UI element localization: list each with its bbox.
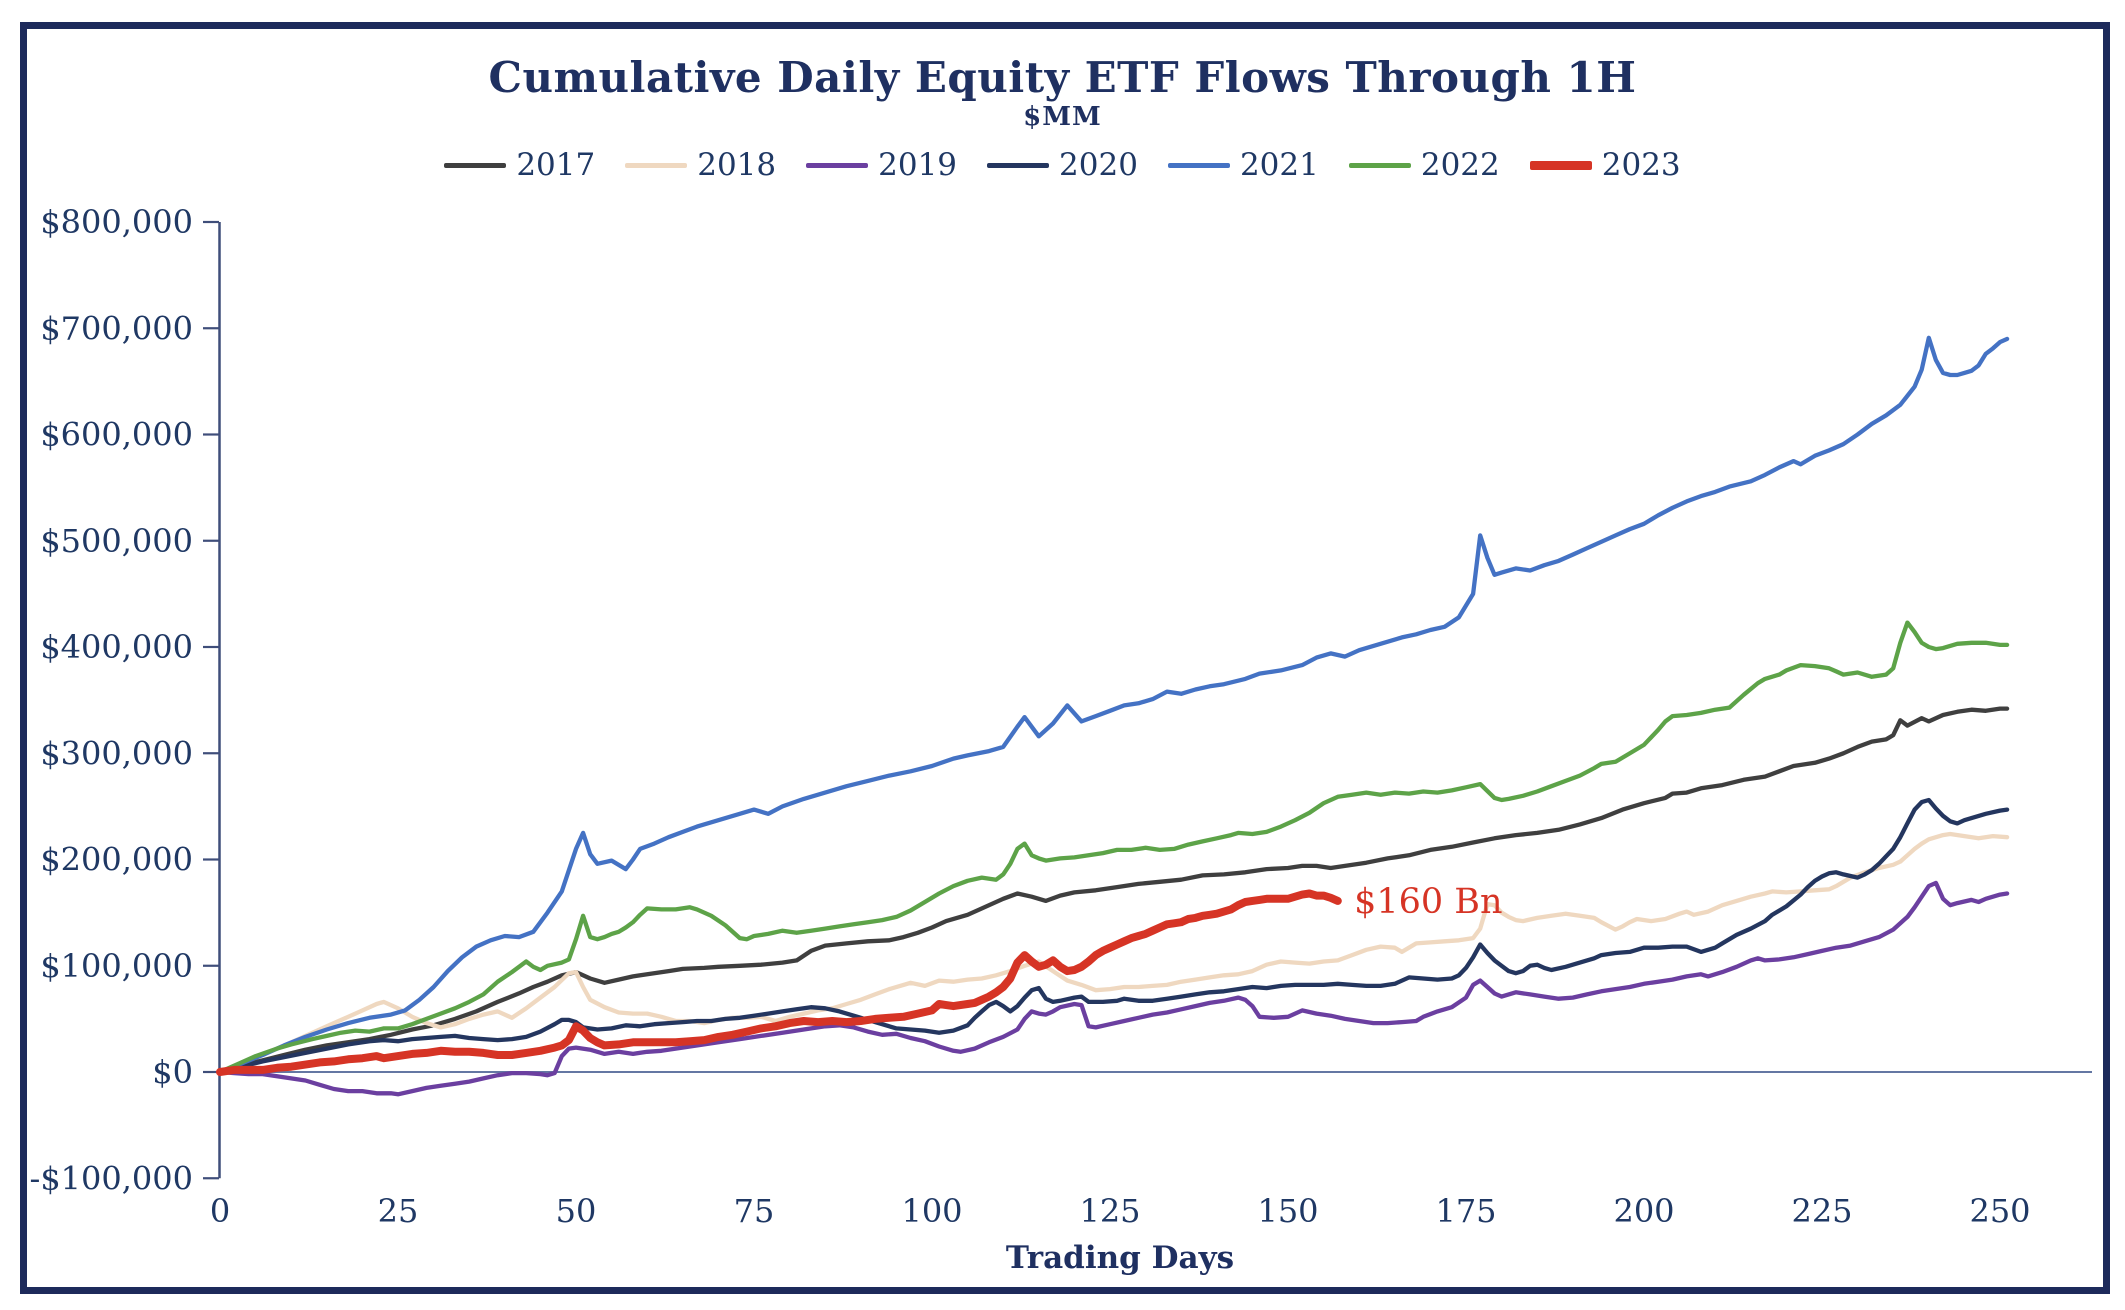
legend-label-2020: 2020: [1059, 147, 1138, 183]
legend-swatch-2020: [987, 163, 1050, 168]
annotation-160bn: $160 Bn: [1354, 882, 1502, 922]
legend-item-2022: 2022: [1348, 147, 1500, 183]
legend-item-2023: 2023: [1529, 147, 1681, 183]
legend-label-2017: 2017: [516, 147, 596, 183]
x-tick-label: 50: [556, 1192, 597, 1230]
series-line-2021: [217, 335, 2010, 1075]
x-tick-label: 100: [901, 1192, 962, 1230]
y-tick-label: $200,000: [40, 841, 193, 879]
y-tick-label: $0: [152, 1053, 193, 1091]
x-tick-label: 175: [1435, 1192, 1496, 1230]
series-line-2023: [216, 889, 1342, 1076]
legend-item-2018: 2018: [625, 150, 776, 181]
legend-label-2021: 2021: [1239, 147, 1319, 183]
x-tick-label: 200: [1613, 1192, 1674, 1230]
chart-subtitle: $MM: [1023, 102, 1102, 132]
y-tick-label: $500,000: [40, 522, 193, 560]
legend-swatch-2023: [1529, 161, 1592, 170]
y-tick-label: $300,000: [40, 734, 193, 772]
series-line-2022: [217, 620, 2010, 1075]
x-tick-label: 150: [1257, 1192, 1318, 1230]
series-line-2017: [217, 706, 2010, 1075]
x-tick-label: 250: [1969, 1192, 2030, 1230]
legend-swatch-2019: [806, 163, 869, 168]
legend-item-2020: 2020: [987, 150, 1138, 181]
series-line-2020: [217, 797, 2010, 1075]
legend-item-2019: 2019: [806, 150, 957, 181]
series-line-2019: [217, 880, 2010, 1097]
legend-swatch-2018: [625, 163, 688, 168]
legend-swatch-2017: [444, 163, 507, 168]
legend-swatch-2021: [1167, 163, 1230, 168]
x-tick-label: 25: [378, 1192, 419, 1230]
legend-item-2017: 2017: [444, 150, 595, 181]
x-tick-label: 0: [210, 1192, 230, 1230]
legend-swatch-2022: [1348, 163, 1411, 168]
y-tick-label: -$100,000: [30, 1159, 194, 1197]
y-tick-label: $400,000: [40, 628, 193, 666]
legend-label-2019: 2019: [878, 147, 958, 183]
legend-label-2018: 2018: [697, 147, 777, 183]
x-tick-label: 225: [1791, 1192, 1852, 1230]
legend-label-2023: 2023: [1601, 147, 1681, 183]
x-tick-label: 75: [734, 1192, 775, 1230]
x-axis-title: Trading Days: [1005, 1240, 1235, 1276]
series-line-2018: [217, 831, 2010, 1075]
y-tick-label: $700,000: [40, 309, 193, 347]
y-tick-label: $600,000: [40, 416, 193, 454]
legend: 2017 2018 2019 2020 2021 2022 2023: [0, 150, 2125, 181]
chart-border-frame: [20, 22, 2110, 1294]
x-tick-label: 125: [1079, 1192, 1140, 1230]
legend-label-2022: 2022: [1420, 147, 1500, 183]
y-tick-label: $800,000: [40, 203, 193, 241]
chart-title: Cumulative Daily Equity ETF Flows Throug…: [488, 53, 1637, 102]
y-tick-label: $100,000: [40, 947, 193, 985]
legend-item-2021: 2021: [1167, 147, 1319, 183]
